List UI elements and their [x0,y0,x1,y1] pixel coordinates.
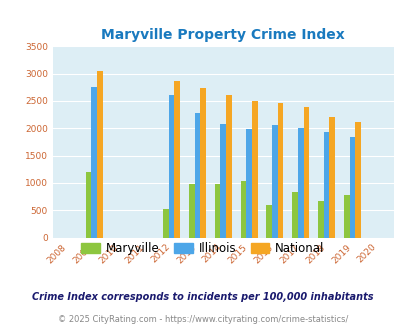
Bar [91,87,97,238]
Title: Maryville Property Crime Index: Maryville Property Crime Index [101,28,344,42]
Bar [188,184,194,238]
Bar [271,125,277,238]
Bar [292,192,297,238]
Text: Crime Index corresponds to incidents per 100,000 inhabitants: Crime Index corresponds to incidents per… [32,292,373,302]
Bar [174,81,180,238]
Bar [297,128,303,238]
Bar [323,132,329,238]
Bar [194,113,200,238]
Bar [85,172,91,238]
Bar [226,95,231,238]
Text: © 2025 CityRating.com - https://www.cityrating.com/crime-statistics/: © 2025 CityRating.com - https://www.city… [58,315,347,324]
Bar [200,88,205,238]
Legend: Maryville, Illinois, National: Maryville, Illinois, National [77,237,328,260]
Bar [246,128,252,238]
Bar [168,95,174,238]
Bar [318,201,323,238]
Bar [97,71,102,238]
Bar [266,205,271,238]
Bar [303,108,309,238]
Bar [163,209,168,238]
Bar [214,184,220,238]
Bar [277,103,283,238]
Bar [240,181,246,238]
Bar [329,117,335,238]
Bar [349,137,354,238]
Bar [220,124,226,238]
Bar [354,122,360,238]
Bar [252,101,257,238]
Bar [343,195,349,238]
